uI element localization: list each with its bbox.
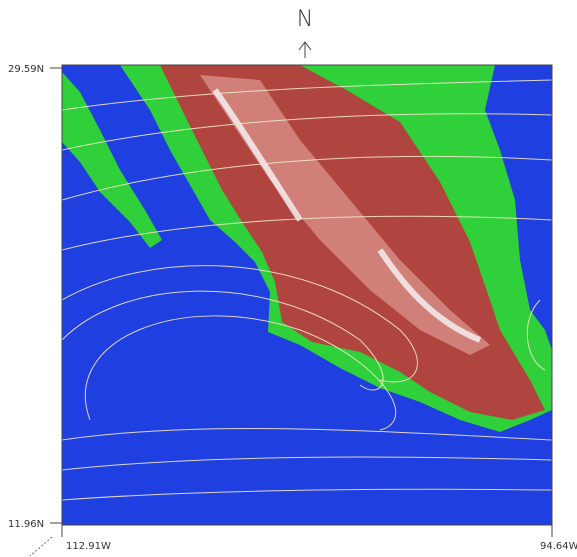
compass-label: N bbox=[297, 7, 313, 32]
north-arrow bbox=[299, 42, 311, 58]
pointer bbox=[30, 537, 52, 556]
longitude-label: 112.91W bbox=[66, 541, 111, 552]
map: N 29.59N 11.96N 112.91W 94.64W bbox=[0, 0, 577, 557]
terrain bbox=[62, 65, 552, 525]
latitude-label: 11.96N bbox=[8, 519, 44, 530]
longitude-label: 94.64W bbox=[540, 541, 577, 552]
latitude-label: 29.59N bbox=[8, 64, 44, 75]
